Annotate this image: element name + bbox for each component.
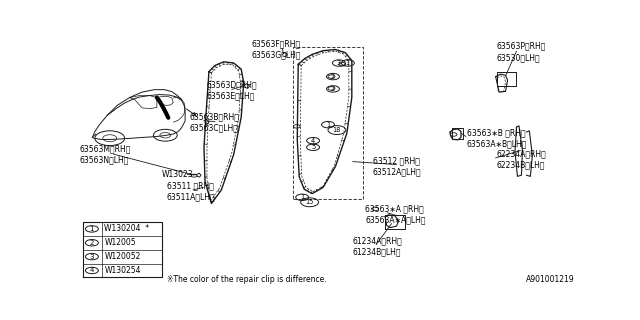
Text: 61234A〈RH〉
61234B〈LH〉: 61234A〈RH〉 61234B〈LH〉	[353, 236, 403, 257]
Text: 5: 5	[311, 144, 316, 150]
Text: 4: 4	[311, 138, 316, 144]
Text: A901001219: A901001219	[526, 275, 575, 284]
Text: W130254: W130254	[104, 266, 141, 275]
Text: ※The color of the repair clip is difference.: ※The color of the repair clip is differe…	[167, 275, 326, 284]
Text: 63512 〈RH〉
63512A〈LH〉: 63512 〈RH〉 63512A〈LH〉	[372, 156, 421, 177]
Text: 3: 3	[90, 254, 94, 260]
Text: 63563F〈RH〉
63563G〈LH〉: 63563F〈RH〉 63563G〈LH〉	[251, 39, 301, 60]
Text: 63563P〈RH〉
63530〈LH〉: 63563P〈RH〉 63530〈LH〉	[497, 42, 546, 62]
Text: 4: 4	[90, 268, 94, 274]
Text: 1: 1	[300, 194, 304, 200]
Text: 1: 1	[346, 60, 350, 66]
Text: 62234A〈RH〉
62234B〈LH〉: 62234A〈RH〉 62234B〈LH〉	[497, 149, 547, 169]
Text: 63563∗A 〈RH〉
63563A∗A〈LH〉: 63563∗A 〈RH〉 63563A∗A〈LH〉	[365, 204, 426, 225]
Text: W12005: W12005	[104, 238, 136, 247]
Text: 63563∗B 〈RH〉
63563A∗B〈LH〉: 63563∗B 〈RH〉 63563A∗B〈LH〉	[467, 128, 527, 148]
Text: 2: 2	[90, 240, 94, 246]
Text: W120052: W120052	[104, 252, 141, 261]
Text: 15: 15	[305, 199, 314, 205]
Text: 2: 2	[331, 86, 335, 92]
Text: 63563D〈RH〉
63563E〈LH〉: 63563D〈RH〉 63563E〈LH〉	[207, 80, 257, 100]
Text: W130204  *: W130204 *	[104, 224, 149, 233]
Text: 1: 1	[326, 122, 330, 128]
Text: W13023: W13023	[162, 170, 193, 179]
Text: 1: 1	[90, 226, 94, 232]
Text: 18: 18	[333, 127, 341, 133]
Text: 63563M〈RH〉
63563N〈LH〉: 63563M〈RH〉 63563N〈LH〉	[80, 144, 131, 164]
Text: 63511 〈RH〉
63511A〈LH〉: 63511 〈RH〉 63511A〈LH〉	[167, 181, 216, 201]
Text: 2: 2	[331, 74, 335, 80]
Text: 3: 3	[337, 60, 341, 66]
Text: 63563B〈RH〉
63563C〈LH〉: 63563B〈RH〉 63563C〈LH〉	[189, 112, 239, 132]
